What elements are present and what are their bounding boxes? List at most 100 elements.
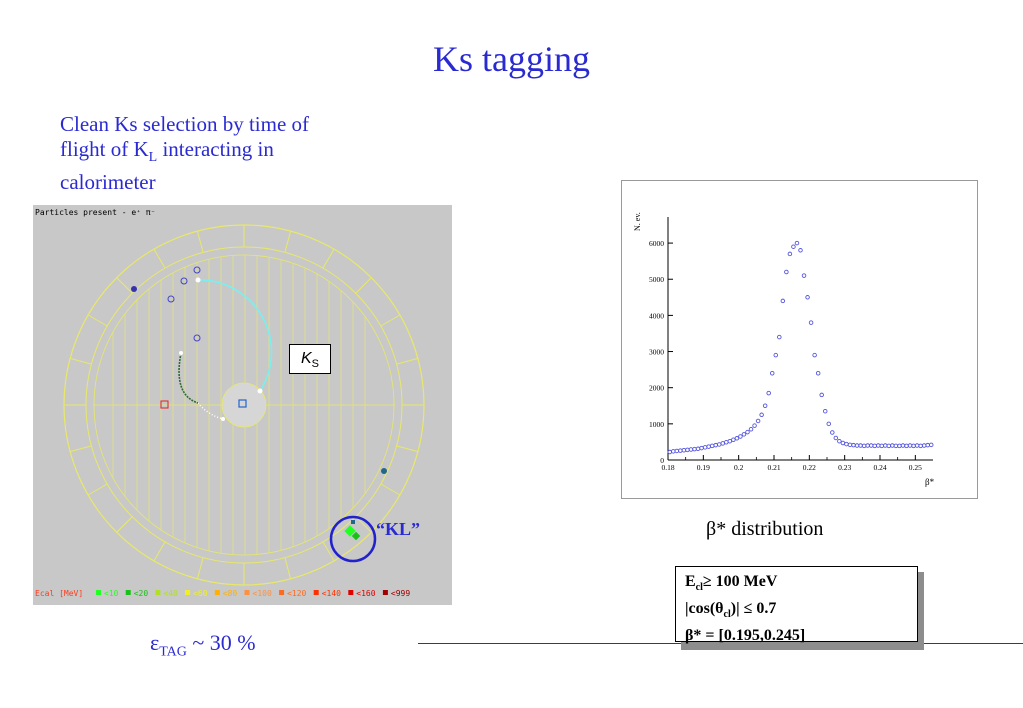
beta-plot-frame: 0 1000 2000 3000 4000 5000 6000 0.18 0.19 0.2 0.21… (621, 180, 978, 499)
data-point (748, 427, 754, 432)
hit-marker (180, 277, 188, 285)
data-point (914, 443, 920, 448)
legend-label: <60 (193, 589, 208, 598)
cut-energy-a: E (685, 573, 696, 590)
hit-marker-solid (381, 468, 387, 474)
hit-marker (167, 295, 175, 303)
cluster-marker-red (160, 400, 169, 409)
legend-swatch (125, 590, 131, 595)
x-tick-label: 0.18 (661, 463, 674, 472)
hit-marker (193, 266, 201, 274)
legend-label: Ecal [MeV] (35, 589, 83, 598)
data-point (734, 436, 740, 441)
data-point (911, 443, 916, 449)
y-tick-label: 2000 (649, 384, 664, 393)
data-point (921, 443, 927, 448)
data-point (745, 429, 750, 435)
data-point (716, 442, 722, 447)
data-point (844, 441, 849, 447)
legend-label: <80 (223, 589, 238, 598)
module-boundary (284, 557, 292, 579)
data-point (766, 390, 771, 396)
module-boundary (116, 516, 133, 533)
data-point (883, 443, 888, 448)
data-point (826, 421, 832, 427)
legend-label: <100 (253, 589, 272, 598)
calorimeter-geometry (63, 224, 425, 586)
efficiency-sub: TAG (159, 644, 187, 660)
electron-track-cyan (197, 279, 273, 392)
hit-markers (167, 266, 201, 342)
detector-outer-circle (63, 224, 425, 586)
cut-angle-a: |cos(θ (685, 600, 724, 618)
module-boundary (396, 357, 418, 365)
data-point (812, 352, 817, 358)
data-point (861, 443, 867, 449)
module-boundary (322, 541, 335, 562)
data-point (830, 430, 835, 435)
data-point (780, 298, 786, 304)
efficiency-value: ~ 30 % (186, 630, 256, 655)
energy-legend: Ecal [MeV] <10 <20 <40 <60 <80 <100 <120 <140 <16… (35, 589, 410, 598)
data-point (868, 443, 874, 448)
module-boundary (322, 248, 335, 269)
data-point (681, 447, 687, 453)
kl-cluster-cell (351, 520, 355, 524)
intro-line-2: flight of KL interacting in (60, 137, 360, 170)
data-point (727, 438, 733, 444)
track-endpoint (221, 417, 225, 421)
legend-label: <20 (134, 589, 149, 598)
legend-label: <120 (287, 589, 306, 598)
data-point (738, 434, 743, 439)
module-boundary (355, 277, 372, 294)
pion-track-lower (197, 402, 224, 420)
kl-label: “KL” (376, 519, 421, 539)
x-tick-label: 0.24 (873, 463, 886, 472)
cut-energy-sub: cl (695, 582, 703, 594)
kl-highlight-circle (329, 515, 377, 563)
legend-label: <10 (104, 589, 119, 598)
legend-swatch (214, 590, 220, 595)
data-point (713, 442, 718, 448)
data-point (667, 449, 673, 455)
module-boundary (87, 314, 108, 327)
x-tick-label: 0.21 (767, 463, 780, 472)
data-point (925, 442, 930, 448)
cut-angle: |cos(θcl)| ≤ 0.7 (685, 598, 917, 625)
data-point (706, 444, 711, 449)
cut-energy: Ecl≥ 100 MeV (685, 571, 917, 598)
data-point (741, 432, 747, 437)
module-boundary (284, 231, 292, 253)
data-point (904, 443, 909, 449)
legend-swatch (279, 590, 285, 595)
hit-marker (193, 334, 201, 342)
data-point (886, 443, 892, 449)
x-axis-label: β* (925, 477, 935, 487)
data-point (685, 447, 690, 453)
module-boundary (196, 557, 204, 579)
module-boundary (380, 314, 401, 327)
data-point (865, 443, 870, 448)
data-point (851, 442, 856, 448)
data-point (801, 273, 807, 278)
data-point (872, 443, 877, 449)
legend-swatch (382, 590, 388, 595)
x-tick-label: 0.23 (838, 463, 851, 472)
data-point (773, 352, 779, 358)
track-endpoint (179, 351, 183, 355)
y-tick-label: 4000 (649, 311, 664, 320)
event-display-graphic: Particles present - e⁺ π⁻ (35, 208, 425, 598)
data-point (678, 448, 683, 453)
data-point (688, 447, 694, 452)
hit-marker-solid (131, 286, 137, 292)
slide-title: Ks tagging (433, 39, 590, 79)
module-boundary (70, 357, 92, 365)
module-boundary (396, 445, 418, 453)
plot-caption: β* distribution (706, 518, 823, 541)
data-point (837, 438, 842, 444)
module-boundary (355, 516, 372, 533)
ks-label-sub: S (311, 358, 319, 371)
data-point (702, 445, 708, 450)
data-point (692, 446, 697, 452)
data-point (784, 269, 789, 275)
